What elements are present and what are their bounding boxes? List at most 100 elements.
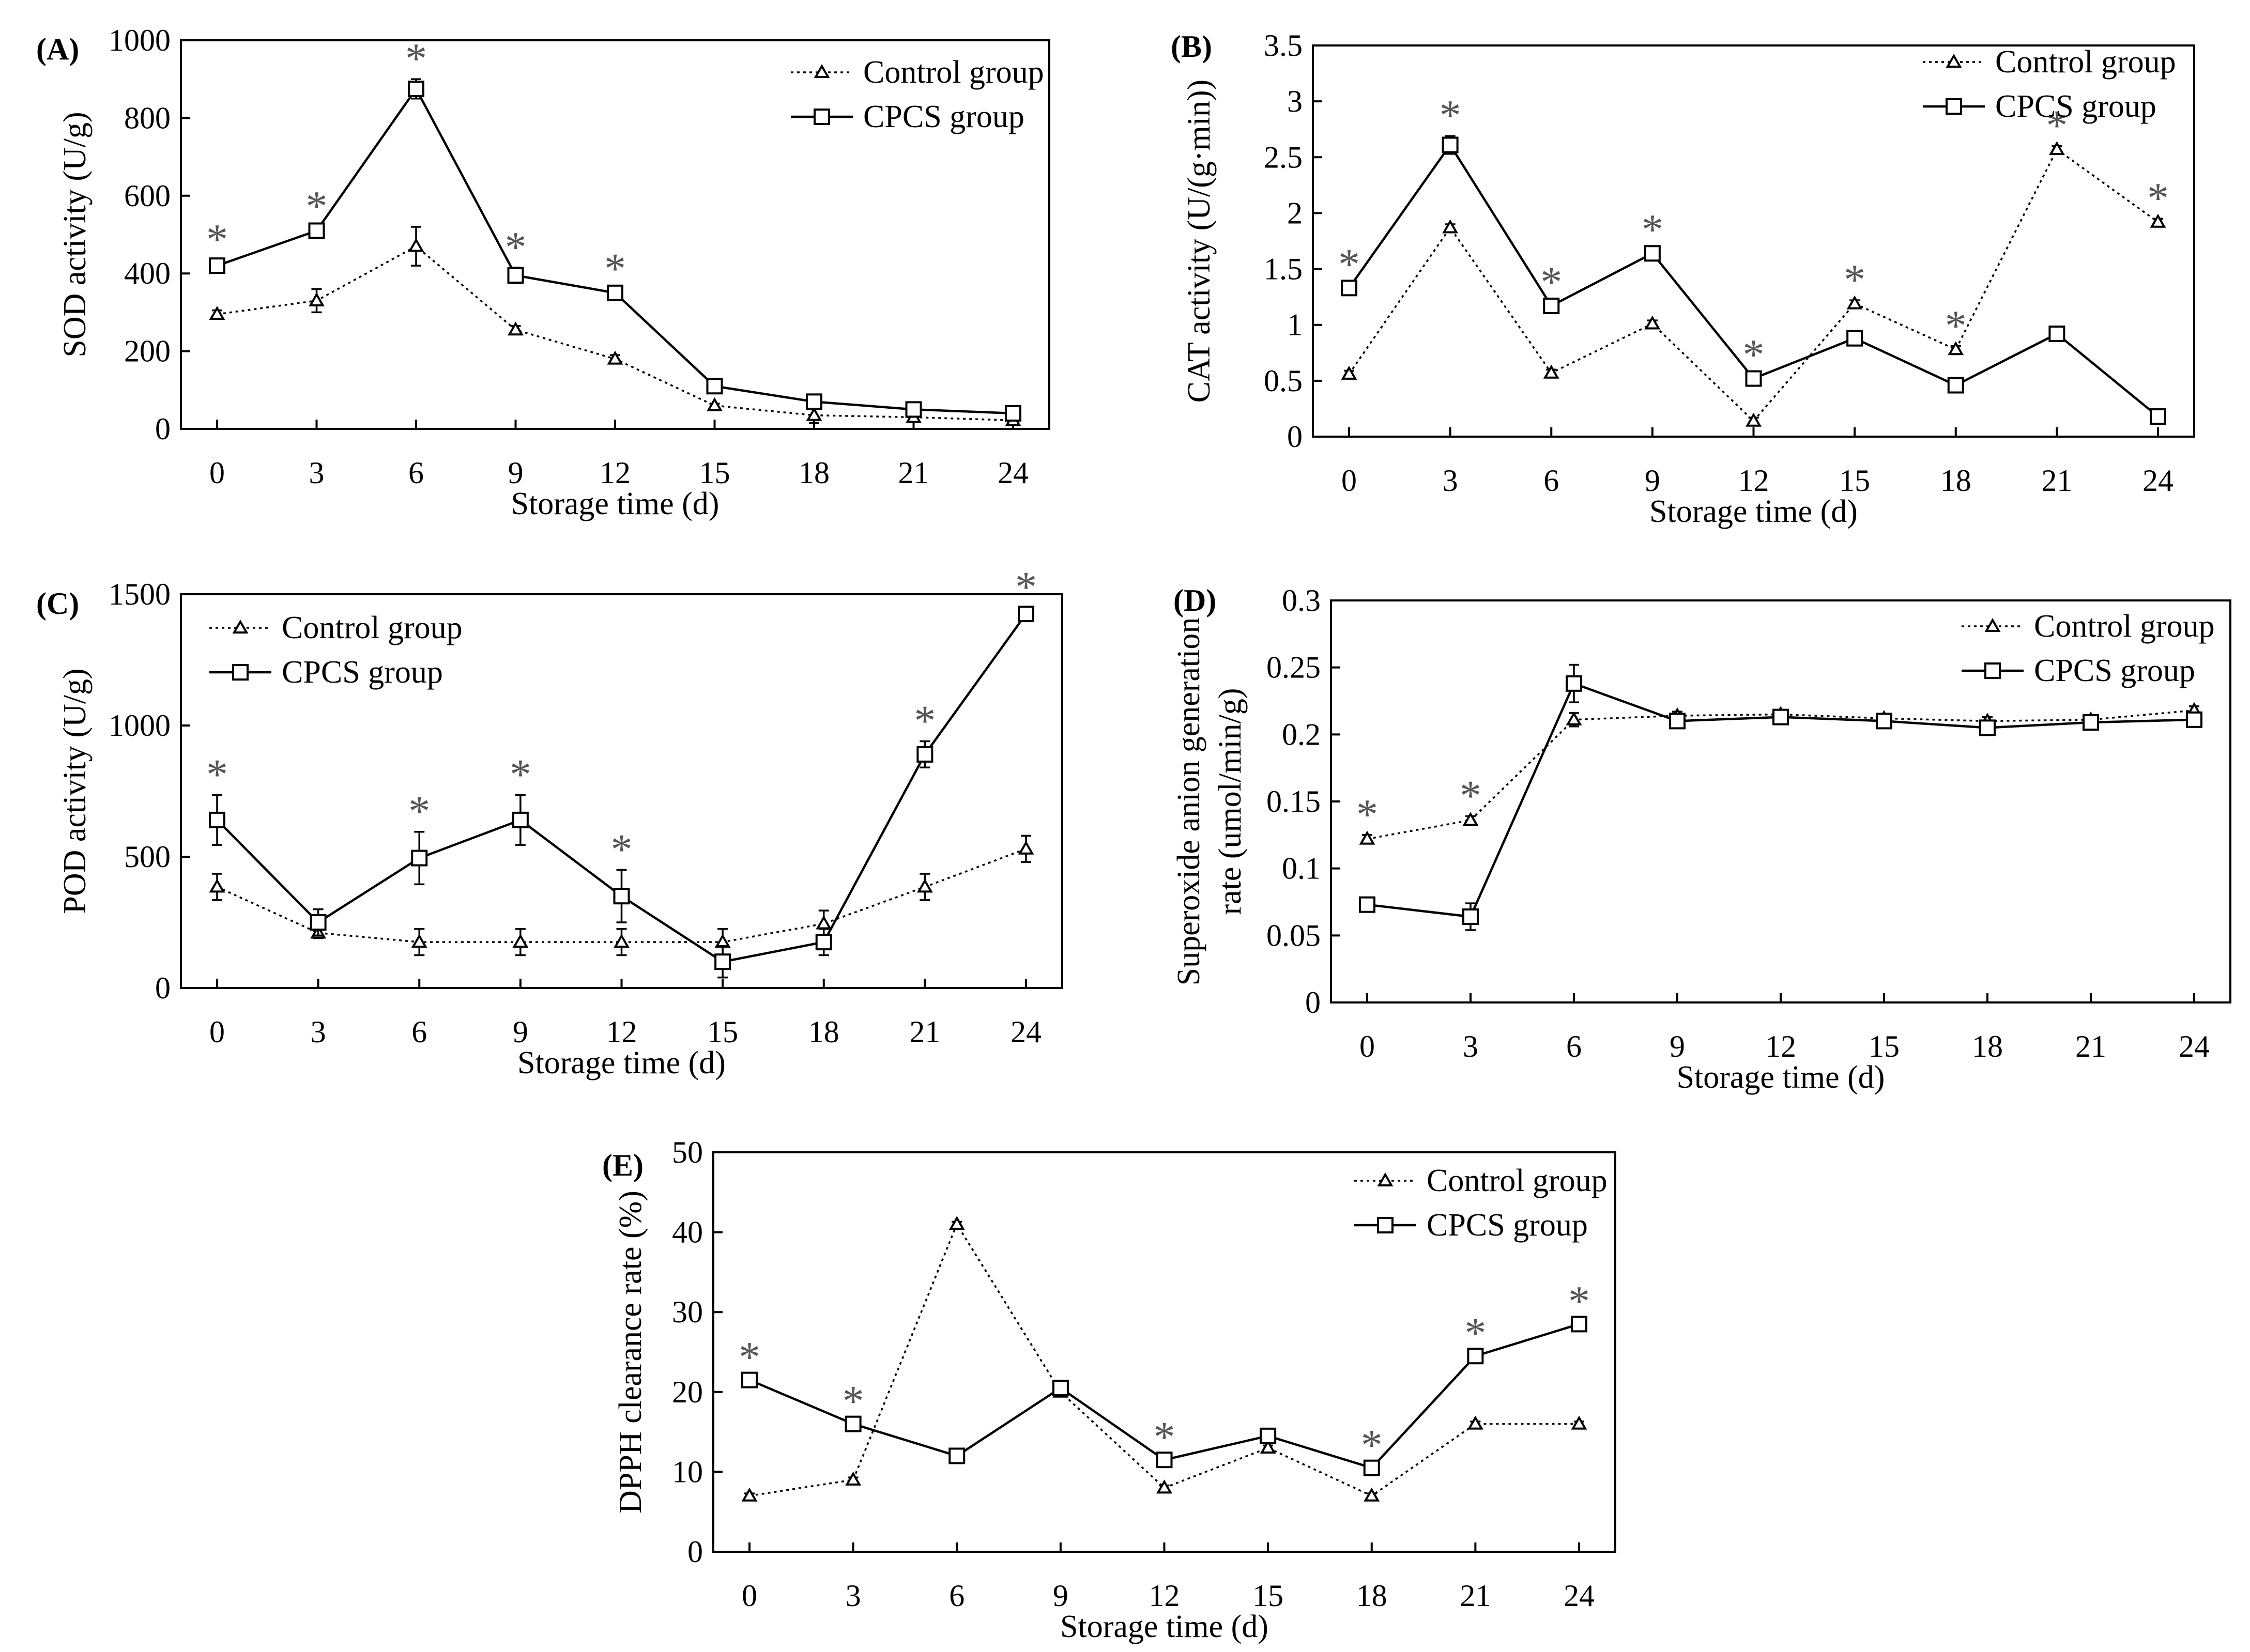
x-tick-label: 15 [699,456,730,490]
legend-triangle-marker [1377,1172,1394,1186]
x-tick-label: 0 [1359,1029,1375,1063]
cpcs-data-point [806,393,822,410]
control-data-point [1359,830,1375,845]
y-tick-label: 0 [1305,985,1321,1020]
control-data-point [714,934,731,948]
x-tick-label: 15 [1839,464,1870,498]
cpcs-data-point [2150,408,2166,425]
y-tick-label: 1.5 [1264,252,1303,286]
control-data-point [2150,213,2166,228]
x-tick-label: 15 [1869,1029,1900,1063]
significance-star: * [1154,1413,1175,1461]
significance-star: * [1361,1421,1383,1469]
y-tick-label: 200 [124,334,171,368]
legend-triangle-marker [814,64,830,78]
legend-square-marker [1984,662,2001,679]
panel-a: (A) 0 200 400 600 800 1000 0 3 6 9 12 15 18 21 24 Storag… [36,23,1050,521]
legend-label: Control group [863,55,1044,90]
significance-star: * [306,182,328,230]
x-axis-title: Storage time (d) [511,486,720,521]
x-tick-label: 6 [408,456,424,490]
cpcs-data-point [2083,714,2099,731]
x-tick-label: 24 [1564,1579,1595,1613]
significance-star: * [843,1377,864,1425]
y-tick-label: 40 [672,1215,703,1249]
legend-label: CPCS group [282,655,443,690]
legend-square-marker [1377,1217,1394,1233]
cpcs-data-point [411,850,428,867]
control-data-point [1442,219,1459,234]
x-tick-label: 0 [209,456,225,490]
y-tick-label: 600 [124,179,171,213]
control-data-point [209,306,225,320]
significance-star: * [1743,331,1765,379]
legend-label: CPCS group [1995,89,2156,124]
cpcs-data-point [845,1415,862,1432]
y-tick-label: 0.05 [1266,918,1321,952]
control-data-point [806,407,822,421]
x-axis-title: Storage time (d) [517,1045,726,1080]
x-tick-label: 18 [1940,464,1971,498]
control-data-point [1467,1415,1483,1430]
legend-square-marker [814,109,830,125]
significance-star: * [914,697,936,745]
cpcs-data-point [613,888,630,905]
legend: Control group CPCS group [209,610,463,690]
cpcs-data-point [1260,1427,1277,1444]
cpcs-data-point [607,284,623,301]
legend-triangle-marker [1946,53,1962,68]
significance-star: * [604,244,626,292]
control-data-point [411,934,427,948]
control-data-point [1364,1487,1380,1502]
significance-star: * [1460,772,1481,820]
x-tick-label: 12 [606,1015,637,1049]
control-data-point [707,397,723,411]
legend-label: Control group [1427,1163,1608,1198]
significance-star: * [206,215,228,264]
cpcs-data-point [1772,708,1789,725]
control-data-point [1644,315,1661,330]
cpcs-data-point [1005,405,1021,422]
control-data-point [741,1487,758,1502]
control-data-point [408,238,424,252]
control-series-line [217,848,1027,943]
cpcs-data-point [310,914,327,931]
cpcs-data-point [209,257,225,274]
control-data-point [948,1216,965,1230]
x-tick-label: 24 [998,456,1029,490]
y-tick-label: 400 [124,256,171,290]
cpcs-data-point [1018,606,1034,623]
control-data-point [916,878,933,893]
cpcs-data-point [1571,1316,1587,1333]
control-data-point [2048,141,2065,156]
significance-star: * [510,751,531,799]
significance-star: * [1356,791,1378,839]
panel-label: (C) [36,586,79,621]
y-tick-label: 0.3 [1282,583,1321,617]
legend-triangle-marker [232,619,249,634]
cpcs-data-point [1156,1452,1173,1469]
x-tick-label: 3 [1463,1029,1478,1063]
control-data-point [1156,1479,1172,1494]
y-tick-label: 0 [687,1535,703,1569]
legend: Control group CPCS group [1962,609,2215,688]
control-data-point [816,915,832,930]
cpcs-data-point [1363,1459,1380,1476]
y-tick-label: 0.5 [1264,364,1303,398]
control-data-point [1571,1415,1587,1430]
cpcs-data-point [2048,326,2065,343]
x-tick-label: 12 [1149,1579,1180,1613]
cpcs-data-point [209,811,225,828]
y-axis-title: rate (umol/min/g) [1213,688,1248,915]
x-axis-title: Storage time (d) [1677,1060,1885,1095]
x-tick-label: 12 [1765,1029,1796,1063]
significance-star: * [405,35,427,83]
y-axis-title: CAT activity (U/(g·min)) [1182,80,1217,403]
significance-star: * [1568,1277,1590,1325]
control-data-point [1846,295,1863,310]
control-data-point [309,292,325,306]
control-data-point [614,934,630,948]
y-tick-label: 3.5 [1264,28,1303,63]
x-tick-label: 18 [799,456,830,490]
